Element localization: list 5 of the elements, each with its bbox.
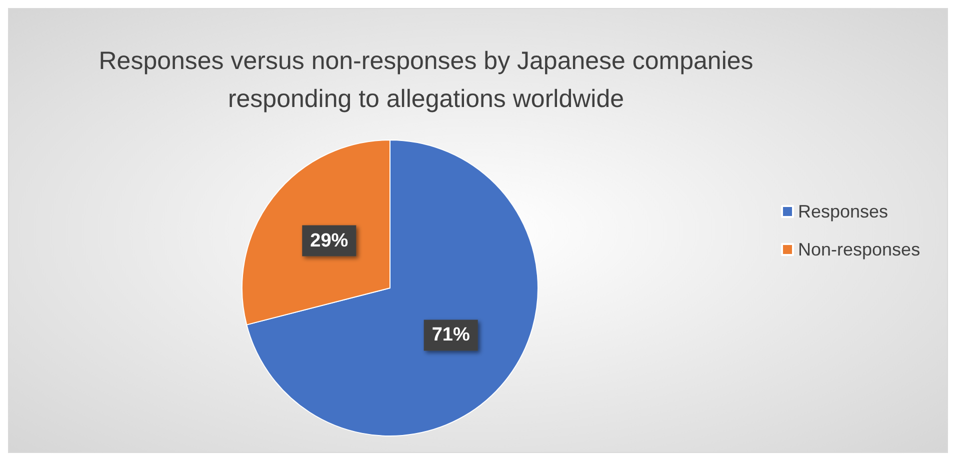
data-label: 71% — [432, 324, 470, 346]
data-label: 29% — [310, 230, 348, 252]
chart-title: Responses versus non-responses by Japanese companies responding to allegations worldwide — [98, 47, 754, 113]
legend-label: Non-responses — [798, 240, 920, 260]
legend-label: Responses — [798, 202, 888, 222]
